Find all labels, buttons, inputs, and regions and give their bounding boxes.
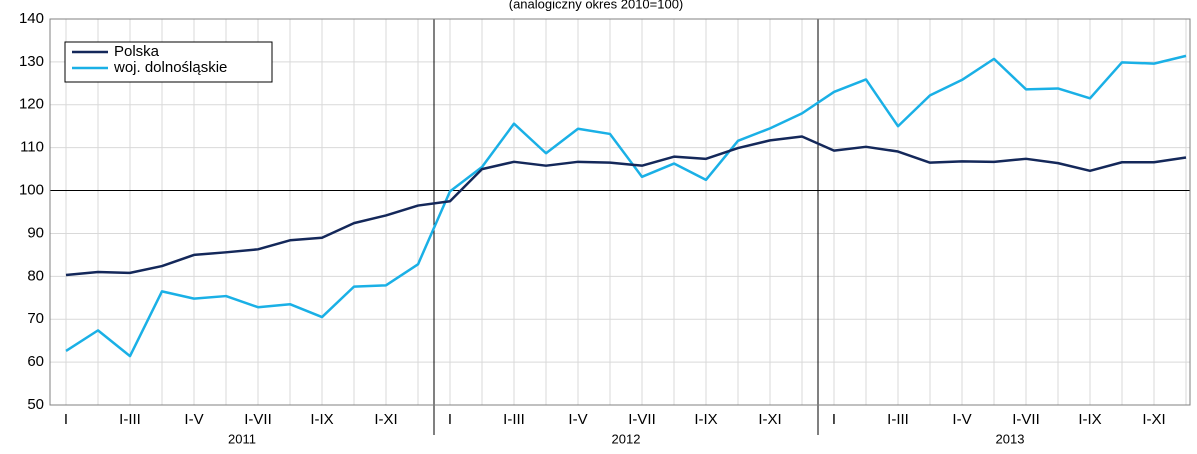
x-tick-label: I-III: [119, 411, 141, 428]
legend-label: Polska: [114, 43, 160, 60]
x-tick-label: I-VII: [628, 411, 656, 428]
y-tick-label: 70: [27, 310, 44, 327]
x-tick-label: I-IX: [310, 411, 333, 428]
year-label: 2012: [612, 431, 641, 446]
y-tick-label: 90: [27, 224, 44, 241]
x-tick-label: I-IX: [694, 411, 717, 428]
y-tick-label: 60: [27, 353, 44, 370]
y-tick-label: 120: [19, 96, 44, 113]
legend-label: woj. dolnośląskie: [113, 59, 227, 76]
y-tick-label: 100: [19, 182, 44, 199]
x-tick-label: I-V: [184, 411, 203, 428]
y-tick-label: 80: [27, 267, 44, 284]
x-tick-label: I-V: [568, 411, 587, 428]
x-tick-label: I: [448, 411, 452, 428]
x-tick-label: I-IX: [1078, 411, 1101, 428]
y-tick-label: 50: [27, 396, 44, 413]
series-line: [65, 54, 1187, 358]
y-tick-label: 140: [19, 10, 44, 27]
x-tick-label: I-III: [503, 411, 525, 428]
plot-frame: [49, 18, 1191, 406]
x-tick-label: I-III: [887, 411, 909, 428]
x-tick-label: I-V: [952, 411, 971, 428]
y-tick-label: 130: [19, 53, 44, 70]
y-tick-label: 110: [20, 139, 44, 156]
series-line: [65, 135, 1187, 277]
x-tick-label: I: [832, 411, 836, 428]
legend-box: [64, 41, 273, 83]
x-tick-label: I-XI: [374, 411, 397, 428]
x-tick-label: I-XI: [1142, 411, 1165, 428]
x-tick-label: I-VII: [1012, 411, 1040, 428]
chart-subtitle: (analogiczny okres 2010=100): [509, 0, 684, 11]
year-label: 2011: [228, 431, 256, 446]
x-tick-label: I-VII: [244, 411, 272, 428]
x-tick-label: I-XI: [758, 411, 781, 428]
year-label: 2013: [996, 431, 1025, 446]
x-tick-label: I: [64, 411, 68, 428]
